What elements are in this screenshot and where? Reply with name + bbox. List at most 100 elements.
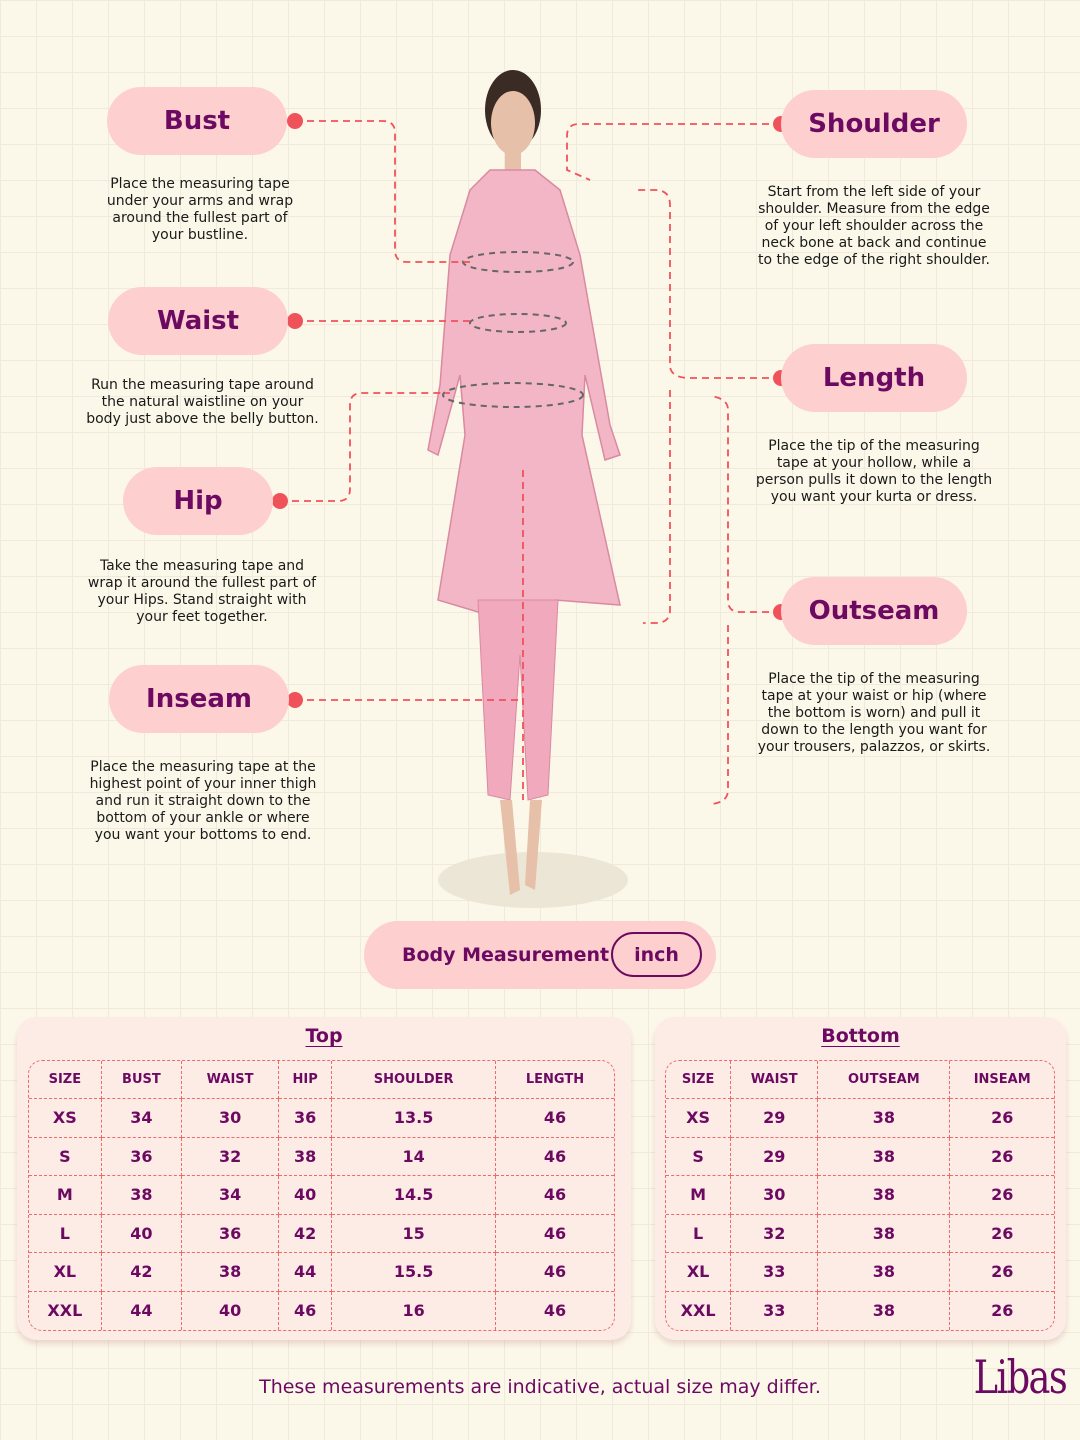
table-header-row: SIZE WAIST OUTSEAM INSEAM (666, 1061, 1054, 1099)
table-cell: XXL (29, 1291, 102, 1330)
table-cell: 34 (182, 1176, 280, 1215)
table-cell: 30 (731, 1176, 819, 1215)
table-row: S 29 38 26 (666, 1137, 1054, 1176)
table-cell: 38 (279, 1137, 333, 1176)
table-cell: M (666, 1176, 732, 1215)
table-cell: 40 (182, 1291, 280, 1330)
table-cell: 46 (279, 1291, 333, 1330)
table-cell: 26 (950, 1215, 1054, 1253)
table-cell: 38 (818, 1214, 951, 1253)
table-cell: 36 (279, 1099, 333, 1138)
libas-logo: Libas (973, 1350, 1068, 1404)
table-row: M 38 34 40 14.5 46 (29, 1176, 614, 1215)
shoulder-description: Start from the left side of your shoulde… (757, 184, 990, 268)
disclaimer-note: These measurements are indicative, actua… (259, 1376, 821, 1398)
table-cell: 38 (101, 1176, 183, 1215)
column-header: WAIST (182, 1061, 280, 1099)
length-description: Place the tip of the measuring tape at y… (755, 438, 993, 505)
table-cell: 38 (818, 1253, 951, 1292)
column-header: WAIST (731, 1061, 819, 1099)
column-header: SHOULDER (332, 1061, 496, 1099)
table-cell: XS (666, 1099, 732, 1138)
table-cell: 38 (818, 1176, 951, 1215)
table-cell: 38 (182, 1253, 280, 1292)
outseam-label: Outseam (781, 577, 967, 645)
table-cell: 34 (101, 1099, 183, 1138)
table-cell: 32 (731, 1214, 819, 1253)
bottom-size-table: SIZE WAIST OUTSEAM INSEAM XS 29 38 26 S 29 38 26 M 30… (665, 1060, 1055, 1331)
table-cell: 44 (102, 1291, 183, 1330)
table-row: M 30 38 26 (666, 1176, 1054, 1215)
inseam-label: Inseam (109, 665, 289, 733)
table-row: XL 42 38 44 15.5 46 (29, 1253, 614, 1292)
table-cell: 26 (950, 1099, 1054, 1138)
unit-toggle-inch[interactable]: inch (611, 932, 702, 977)
table-cell: 38 (818, 1099, 951, 1138)
top-size-table: SIZE BUST WAIST HIP SHOULDER LENGTH XS 34 30 36 13… (28, 1060, 615, 1331)
hip-label: Hip (123, 467, 273, 535)
table-row: XL 33 38 26 (666, 1253, 1054, 1292)
bottom-size-card: Bottom SIZE WAIST OUTSEAM INSEAM XS 29 38 26 S 29… (655, 1017, 1066, 1340)
table-cell: 14.5 (332, 1176, 496, 1215)
table-row: XS 29 38 26 (666, 1099, 1054, 1138)
table-cell: S (29, 1137, 102, 1176)
body-measurement-bar: Body Measurement inch (364, 921, 716, 989)
table-cell: S (666, 1137, 732, 1176)
table-cell: 16 (332, 1291, 496, 1330)
table-cell: 38 (818, 1137, 951, 1176)
table-cell: 36 (101, 1137, 183, 1176)
table-cell: 46 (543, 1301, 567, 1321)
table-cell: 42 (101, 1253, 183, 1292)
hip-description: Take the measuring tape and wrap it arou… (87, 558, 317, 625)
table-cell: 46 (496, 1176, 614, 1215)
column-header: HIP (279, 1061, 333, 1099)
table-row: XS 34 30 36 13.5 46 (29, 1099, 614, 1138)
length-label: Length (781, 344, 967, 412)
connector-lines (272, 113, 789, 805)
column-header: INSEAM (950, 1061, 1054, 1099)
table-cell: 36 (182, 1214, 280, 1253)
table-cell: 40 (101, 1214, 183, 1253)
table-row: XXL 33 38 26 (666, 1291, 1054, 1330)
table-cell: 46 (496, 1099, 614, 1138)
table-cell: 32 (182, 1137, 280, 1176)
table-cell: 26 (950, 1253, 1054, 1292)
table-row: L 32 38 26 (666, 1214, 1054, 1253)
table-cell: XXL (666, 1291, 732, 1330)
table-row: S 36 32 38 14 46 (29, 1137, 614, 1176)
table-cell: 15.5 (332, 1253, 496, 1292)
column-header: OUTSEAM (818, 1061, 951, 1099)
top-table-title: Top (305, 1025, 343, 1047)
table-cell: 29 (731, 1099, 819, 1138)
model-illustration (427, 70, 628, 908)
table-cell: 14 (332, 1137, 496, 1176)
table-cell: 42 (279, 1214, 333, 1253)
table-cell: 26 (950, 1176, 1054, 1215)
inseam-description: Place the measuring tape at the highest … (89, 759, 317, 843)
outseam-description: Place the tip of the measuring tape at y… (757, 671, 991, 755)
bust-description: Place the measuring tape under your arms… (106, 176, 294, 243)
top-size-card: Top SIZE BUST WAIST HIP SHOULDER LENGTH XS 34 30… (17, 1017, 631, 1340)
column-header: SIZE (666, 1061, 732, 1099)
waist-description: Run the measuring tape around the natura… (86, 377, 319, 427)
table-cell: M (29, 1176, 102, 1215)
table-header-row: SIZE BUST WAIST HIP SHOULDER LENGTH (29, 1061, 614, 1099)
table-cell: 29 (731, 1137, 819, 1176)
table-cell: 13.5 (332, 1099, 496, 1138)
table-cell: XS (29, 1099, 102, 1138)
table-cell: 33 (731, 1291, 819, 1330)
table-row: XXL 44 40 46 16 46 (29, 1291, 614, 1330)
table-cell: 38 (818, 1291, 951, 1330)
table-cell: 26 (950, 1138, 1054, 1176)
table-cell: 44 (279, 1253, 333, 1292)
column-header: BUST (101, 1061, 183, 1099)
table-cell: 46 (496, 1253, 614, 1292)
body-measurement-label: Body Measurement (402, 944, 610, 966)
bottom-table-title: Bottom (821, 1025, 900, 1047)
table-cell: 46 (496, 1138, 614, 1176)
shoulder-label: Shoulder (781, 90, 967, 158)
table-cell: 33 (731, 1253, 819, 1292)
table-cell: 15 (332, 1214, 496, 1253)
bust-label: Bust (107, 87, 287, 155)
table-cell: 30 (182, 1099, 280, 1138)
